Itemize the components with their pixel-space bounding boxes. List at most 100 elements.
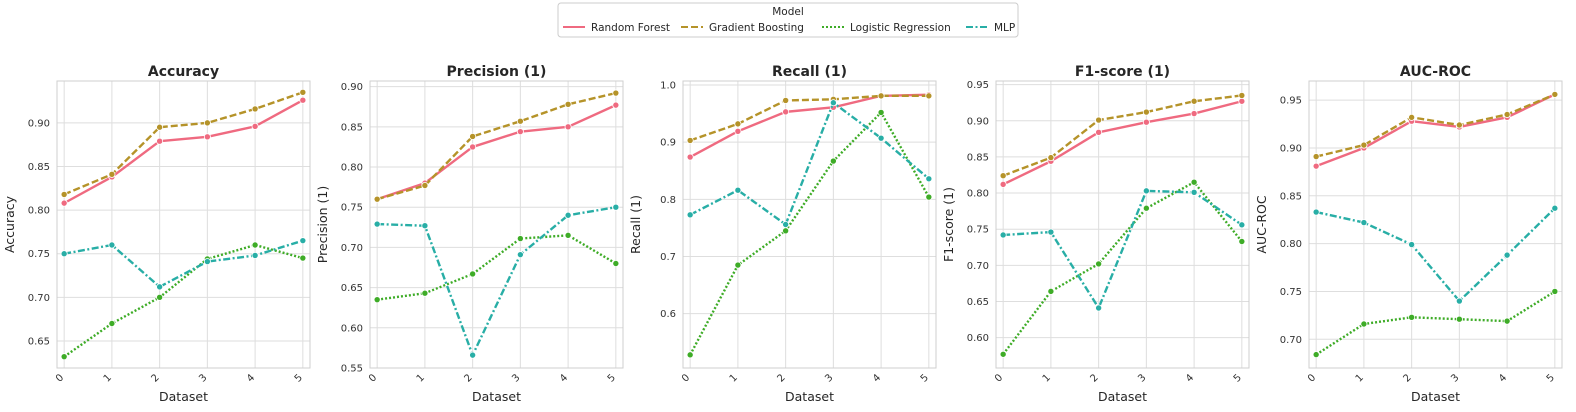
data-point [1455,315,1463,323]
data-point [1142,108,1150,116]
series-line-gradient-boosting [1315,93,1556,158]
chart-panel-accuracy: 0.65 0.70 0.75 0.80 0.85 0.90 0 1 2 3 4 5 Accuracy Da… [2,64,311,404]
data-point [877,92,885,100]
series-line-random-forest [376,104,617,201]
x-tick-label: 4 [1497,372,1509,384]
plot-area [683,81,936,368]
series-line-logistic-regression [1315,290,1556,356]
data-point [1360,219,1368,227]
data-point [1190,178,1198,186]
y-tick-label: 0.80 [28,206,50,217]
y-tick-label: 0.75 [28,249,50,260]
series-line-mlp [377,206,617,357]
data-point [469,132,477,140]
data-point [108,170,116,178]
plot-frame [995,80,1250,369]
y-tick-label: 0.55 [341,364,363,375]
y-tick-label: 0.95 [1280,96,1302,107]
x-tick-label: 0 [680,372,692,384]
series-logistic-regression [1312,287,1559,359]
series-mlp [373,203,620,359]
data-point [1360,141,1368,149]
data-point [1503,317,1511,325]
data-point [1312,162,1320,170]
chart-panel-precision-1: 0.55 0.60 0.65 0.70 0.75 0.80 0.85 0.90 0 1 2 3 4 5 Pr… [315,64,624,404]
data-point [925,193,933,201]
legend-item-gradient-boosting: Gradient Boosting [681,22,804,34]
y-tick-label: 0.85 [28,162,50,173]
data-point [1238,237,1246,245]
data-point [1238,91,1246,99]
series-logistic-regression [60,241,307,361]
chart-title: Recall (1) [772,64,847,80]
legend-item-mlp: MLP [966,22,1015,34]
y-tick-label: 0.9 [660,138,676,149]
series-gradient-boosting [686,92,933,144]
x-tick-label: 5 [919,372,931,384]
series-line-logistic-regression [63,243,304,358]
legend-label: Gradient Boosting [709,22,804,34]
data-point [829,99,837,107]
data-point [299,96,307,104]
data-point [156,283,164,291]
data-point [1095,260,1103,268]
data-point [373,195,381,203]
data-point [156,293,164,301]
y-tick-label: 0.75 [341,203,363,214]
chart-title: F1-score (1) [1075,64,1170,80]
data-point [734,120,742,128]
series-mlp [60,237,307,291]
x-tick-label: 5 [1232,372,1244,384]
y-tick-label: 0.90 [341,82,363,93]
data-point [782,227,790,235]
series-line-mlp [689,101,930,226]
series-line-logistic-regression [376,234,617,301]
x-tick-label: 2 [149,372,161,384]
y-tick-label: 0.75 [967,225,989,236]
data-point [299,88,307,96]
data-point [469,270,477,278]
x-tick-label: 0 [54,372,66,384]
data-point [1047,228,1055,236]
data-point [108,320,116,328]
chart-title: Precision (1) [447,64,547,80]
y-tick-label: 0.85 [1280,191,1302,202]
plot-frame [56,80,311,369]
data-point [564,100,572,108]
series-logistic-regression [686,108,933,359]
y-tick-label: 0.6 [660,309,676,320]
x-axis-label: Dataset [1411,389,1460,404]
series-random-forest [60,96,307,207]
x-tick-label: 2 [462,372,474,384]
legend-box [557,2,1019,38]
data-point [877,134,885,142]
data-point [108,241,116,249]
data-point [516,128,524,136]
data-point [299,237,307,245]
series-line-random-forest [1002,100,1243,186]
data-point [1408,313,1416,321]
data-point [877,108,885,116]
x-tick-label: 5 [293,372,305,384]
data-point [299,254,307,262]
legend-item-random-forest: Random Forest [563,22,670,34]
data-point [782,96,790,104]
x-tick-label: 0 [993,372,1005,384]
y-tick-label: 0.90 [1280,143,1302,154]
legend: Model Random Forest Gradient Boosting Logi… [557,2,1019,38]
data-point [251,122,259,130]
data-point [251,105,259,113]
y-axis-label: Precision (1) [315,186,330,263]
y-tick-label: 0.80 [967,189,989,200]
data-point [1455,297,1463,305]
y-axis-label: AUC-ROC [1254,195,1269,253]
x-tick-label: 3 [1449,372,1461,384]
series-line-random-forest [63,99,304,205]
data-point [1142,204,1150,212]
y-tick-label: 0.8 [660,195,676,206]
plot-frame [1308,80,1563,369]
data-point [1190,97,1198,105]
x-tick-label: 1 [102,372,114,384]
series-line-mlp [1315,207,1556,303]
plot-area [1309,81,1562,368]
